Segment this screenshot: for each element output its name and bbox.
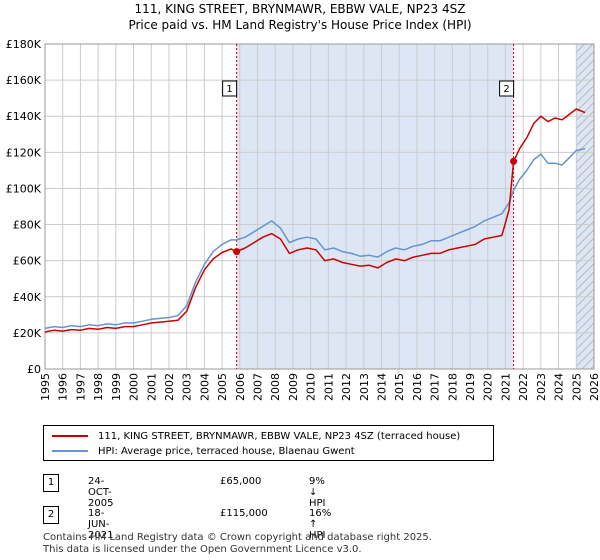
x-tick-label: 2003: [181, 373, 194, 401]
y-tick-label: £140K: [6, 110, 42, 123]
y-tick-label: £100K: [6, 182, 42, 195]
x-tick-label: 2011: [322, 373, 335, 401]
y-tick-label: £180K: [6, 38, 42, 51]
legend-item-property: 111, KING STREET, BRYNMAWR, EBBW VALE, N…: [52, 429, 460, 443]
legend-swatch-property: [52, 435, 88, 437]
x-tick-label: 2014: [375, 373, 388, 401]
footer-copyright: Contains HM Land Registry data © Crown c…: [43, 532, 432, 543]
sale-label-box: [499, 80, 515, 97]
legend-label-property: 111, KING STREET, BRYNMAWR, EBBW VALE, N…: [98, 430, 461, 442]
footer-licence: This data is licensed under the Open Gov…: [43, 544, 362, 555]
sale-label-box: [222, 80, 238, 97]
price-chart: 1 2 £0 £20K £40K £60K £80K £100K £120K £140K £160…: [6, 38, 600, 401]
future-hatch-region: [576, 44, 594, 369]
x-tick-label: 2026: [588, 373, 600, 401]
x-tick-label: 2020: [482, 373, 495, 401]
y-tick-label: £120K: [6, 146, 42, 159]
sale-label-number: 1: [226, 84, 232, 95]
shaded-region: [236, 44, 514, 369]
sale-date: 24-OCT-2005: [88, 476, 114, 509]
x-tick-label: 2016: [411, 373, 424, 401]
chart-title-line1: 111, KING STREET, BRYNMAWR, EBBW VALE, N…: [134, 2, 466, 16]
sale-price: £65,000: [220, 476, 262, 487]
x-tick-label: 1996: [57, 373, 70, 401]
sale-number-badge: 1: [43, 474, 59, 492]
sale-point: [233, 248, 241, 256]
x-tick-label: 2025: [570, 373, 583, 401]
y-tick-label: £160K: [6, 74, 42, 87]
y-tick-label: £0: [27, 363, 41, 376]
y-tick-label: £20K: [13, 327, 42, 340]
x-tick-label: 2023: [535, 373, 548, 401]
property-price-line: [44, 108, 586, 333]
x-tick-label: 2013: [358, 373, 371, 401]
x-tick-label: 2015: [393, 373, 406, 401]
x-tick-label: 2022: [517, 373, 530, 401]
x-tick-label: 2004: [198, 373, 211, 401]
chart-title-line2: Price paid vs. HM Land Registry's House …: [128, 18, 472, 32]
x-tick-label: 1997: [74, 373, 87, 401]
legend-item-hpi: HPI: Average price, terraced house, Blae…: [52, 444, 355, 458]
x-tick-label: 2024: [553, 373, 566, 401]
sale-label-number: 2: [503, 84, 509, 95]
sale-hpi-diff: 9% ↓ HPI: [309, 476, 326, 509]
x-tick-label: 2012: [340, 373, 353, 401]
x-tick-label: 2001: [145, 373, 158, 401]
legend-swatch-hpi: [52, 450, 88, 452]
x-tick-label: 1995: [39, 373, 52, 401]
sale-number-badge: 2: [43, 506, 59, 524]
y-tick-label: £80K: [13, 219, 42, 232]
x-tick-label: 2021: [499, 373, 512, 401]
legend-label-hpi: HPI: Average price, terraced house, Blae…: [98, 445, 355, 457]
x-tick-label: 2019: [464, 373, 477, 401]
sale-point: [510, 157, 518, 165]
x-tick-label: 2008: [269, 373, 282, 401]
x-tick-label: 2010: [305, 373, 318, 401]
x-tick-label: 1998: [92, 373, 105, 401]
x-tick-label: 2017: [429, 373, 442, 401]
x-tick-label: 2007: [252, 373, 265, 401]
sale-price: £115,000: [220, 508, 268, 519]
legend: 111, KING STREET, BRYNMAWR, EBBW VALE, N…: [43, 425, 494, 461]
x-tick-label: 1999: [110, 373, 123, 401]
x-tick-label: 2018: [446, 373, 459, 401]
y-tick-label: £60K: [13, 255, 42, 268]
x-tick-label: 2006: [234, 373, 247, 401]
x-tick-label: 2000: [128, 373, 141, 401]
sale-hpi-diff: 16% ↑ HPI: [309, 508, 332, 541]
sale-date: 18-JUN-2021: [88, 508, 114, 541]
y-tick-label: £40K: [13, 291, 42, 304]
x-tick-label: 2009: [287, 373, 300, 401]
x-tick-label: 2002: [163, 373, 176, 401]
plot-border: [44, 43, 595, 370]
x-tick-label: 2005: [216, 373, 229, 401]
